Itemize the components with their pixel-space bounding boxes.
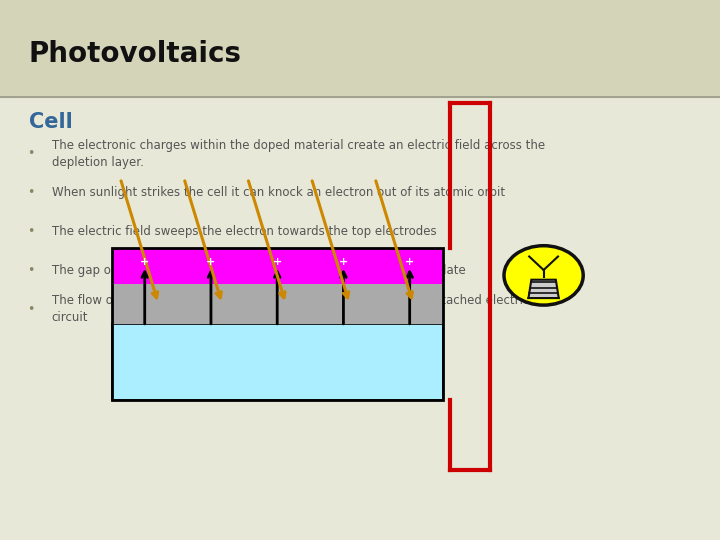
Text: The electronic charges within the doped material create an electric field across: The electronic charges within the doped … (52, 139, 545, 169)
Text: •: • (27, 303, 35, 316)
Bar (0, 0, 720, 97)
Text: +: + (140, 256, 149, 267)
Text: +: + (405, 256, 414, 267)
Text: +: + (273, 256, 282, 267)
Bar (112, 248, 443, 284)
Text: Cell: Cell (29, 111, 73, 132)
Circle shape (504, 246, 583, 305)
Bar (112, 284, 443, 324)
Text: +: + (339, 256, 348, 267)
Text: When sunlight strikes the cell it can knock an electron out of its atomic orbit: When sunlight strikes the cell it can kn… (52, 186, 505, 199)
Bar (112, 324, 443, 400)
Text: •: • (27, 264, 35, 277)
Text: •: • (27, 225, 35, 238)
Text: •: • (27, 186, 35, 199)
Text: The electric field sweeps the electron towards the top electrodes: The electric field sweeps the electron t… (52, 225, 436, 238)
Text: The flow of charges makes an electric current which powers an attached electric
: The flow of charges makes an electric cu… (52, 294, 529, 325)
Text: +: + (207, 256, 215, 267)
Text: Photovoltaics: Photovoltaics (29, 40, 242, 68)
Bar (112, 248, 443, 400)
Text: •: • (27, 147, 35, 160)
Polygon shape (528, 280, 559, 298)
Text: The gap or “hole” left by the electron is swept towards the back plate: The gap or “hole” left by the electron i… (52, 264, 466, 277)
